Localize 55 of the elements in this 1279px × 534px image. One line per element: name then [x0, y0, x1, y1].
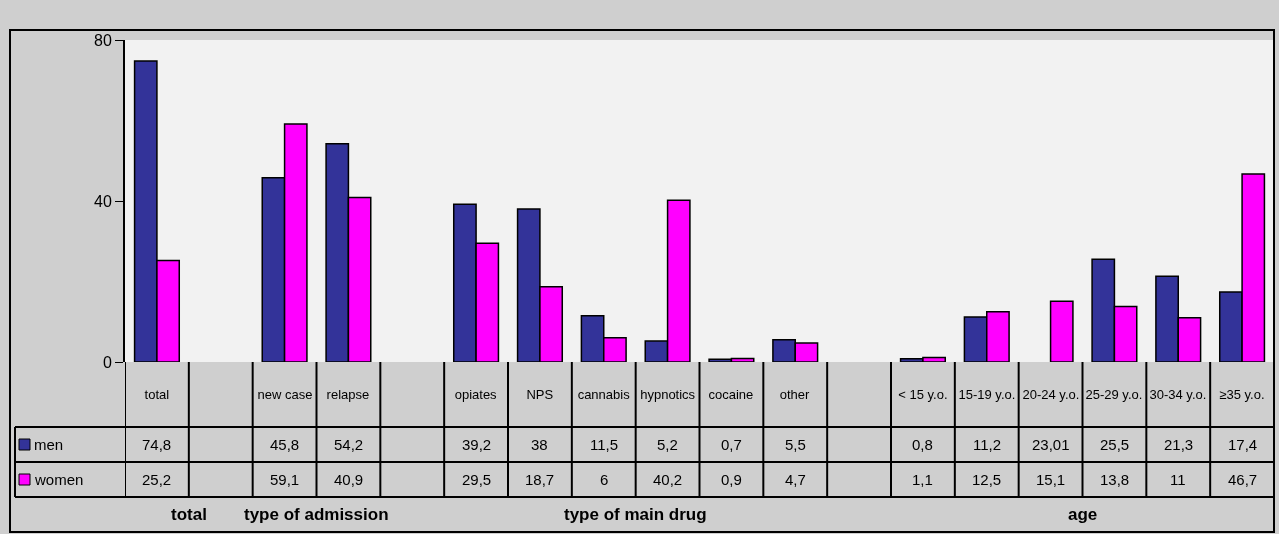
data-label: 17,4	[1228, 436, 1258, 453]
x-tick-label: hypnotics	[640, 387, 696, 402]
y-tick-label: 40	[94, 192, 112, 210]
data-label: 40,9	[334, 471, 364, 488]
x-tick-label: 25-29 y.o.	[1085, 387, 1143, 402]
data-label: 5,2	[657, 436, 678, 453]
x-tick-label: NPS	[526, 387, 554, 402]
data-label: 0,9	[721, 471, 742, 488]
text: type of admission	[244, 505, 389, 524]
text: type of main drug	[564, 505, 707, 524]
data-label: 54,2	[334, 436, 364, 453]
data-label: 4,7	[785, 471, 806, 488]
data-label: 25,5	[1100, 436, 1130, 453]
data-label: 40,2	[653, 471, 683, 488]
data-label: 11	[1170, 471, 1186, 488]
x-tick-label: 20-24 y.o.	[1022, 387, 1080, 402]
data-label: 6	[600, 471, 609, 488]
x-tick-label: relapse	[326, 387, 370, 402]
data-label: 11,2	[973, 436, 1002, 453]
data-label: 15,1	[1036, 471, 1066, 488]
data-label: 74,8	[142, 436, 172, 453]
data-label: 5,5	[785, 436, 806, 453]
x-tick-label: < 15 y.o.	[898, 387, 948, 402]
data-label: 25,2	[142, 471, 172, 488]
text: 23,01	[1032, 436, 1070, 453]
data-label: 45,8	[270, 436, 300, 453]
bar	[1049, 300, 1074, 362]
data-label: 59,1	[270, 471, 300, 488]
legend-label: women	[34, 471, 84, 488]
data-label: 21,3	[1164, 436, 1194, 453]
x-tick-label: cocaine	[708, 387, 754, 402]
text: age	[1068, 505, 1098, 524]
x-tick-label: other	[779, 387, 811, 402]
data-label: 29,5	[462, 471, 492, 488]
data-label: 12,5	[972, 471, 1002, 488]
x-tick-label: cannabis	[577, 387, 631, 402]
data-label: 46,7	[1228, 471, 1258, 488]
data-label: 18,7	[525, 471, 555, 488]
x-tick-label: ≥35 y.o.	[1219, 387, 1265, 402]
data-label: 0,8	[912, 436, 933, 453]
y-tick-label: 80	[94, 31, 112, 49]
x-tick-label: new case	[257, 387, 313, 402]
y-tick-label: 0	[102, 353, 112, 371]
data-label: 38	[531, 436, 548, 453]
x-tick-label: opiates	[454, 387, 498, 402]
x-tick-label: 30-34 y.o.	[1149, 387, 1207, 402]
data-label: 11,5	[590, 436, 619, 453]
data-label: 39,2	[462, 436, 492, 453]
text: total	[171, 505, 207, 524]
data-label: 1,1	[912, 471, 933, 488]
data-label: 0,7	[721, 436, 742, 453]
x-tick-label: total	[144, 387, 170, 402]
data-label: 13,8	[1100, 471, 1130, 488]
legend-label: men	[34, 436, 64, 453]
x-tick-label: 15-19 y.o.	[958, 387, 1016, 402]
